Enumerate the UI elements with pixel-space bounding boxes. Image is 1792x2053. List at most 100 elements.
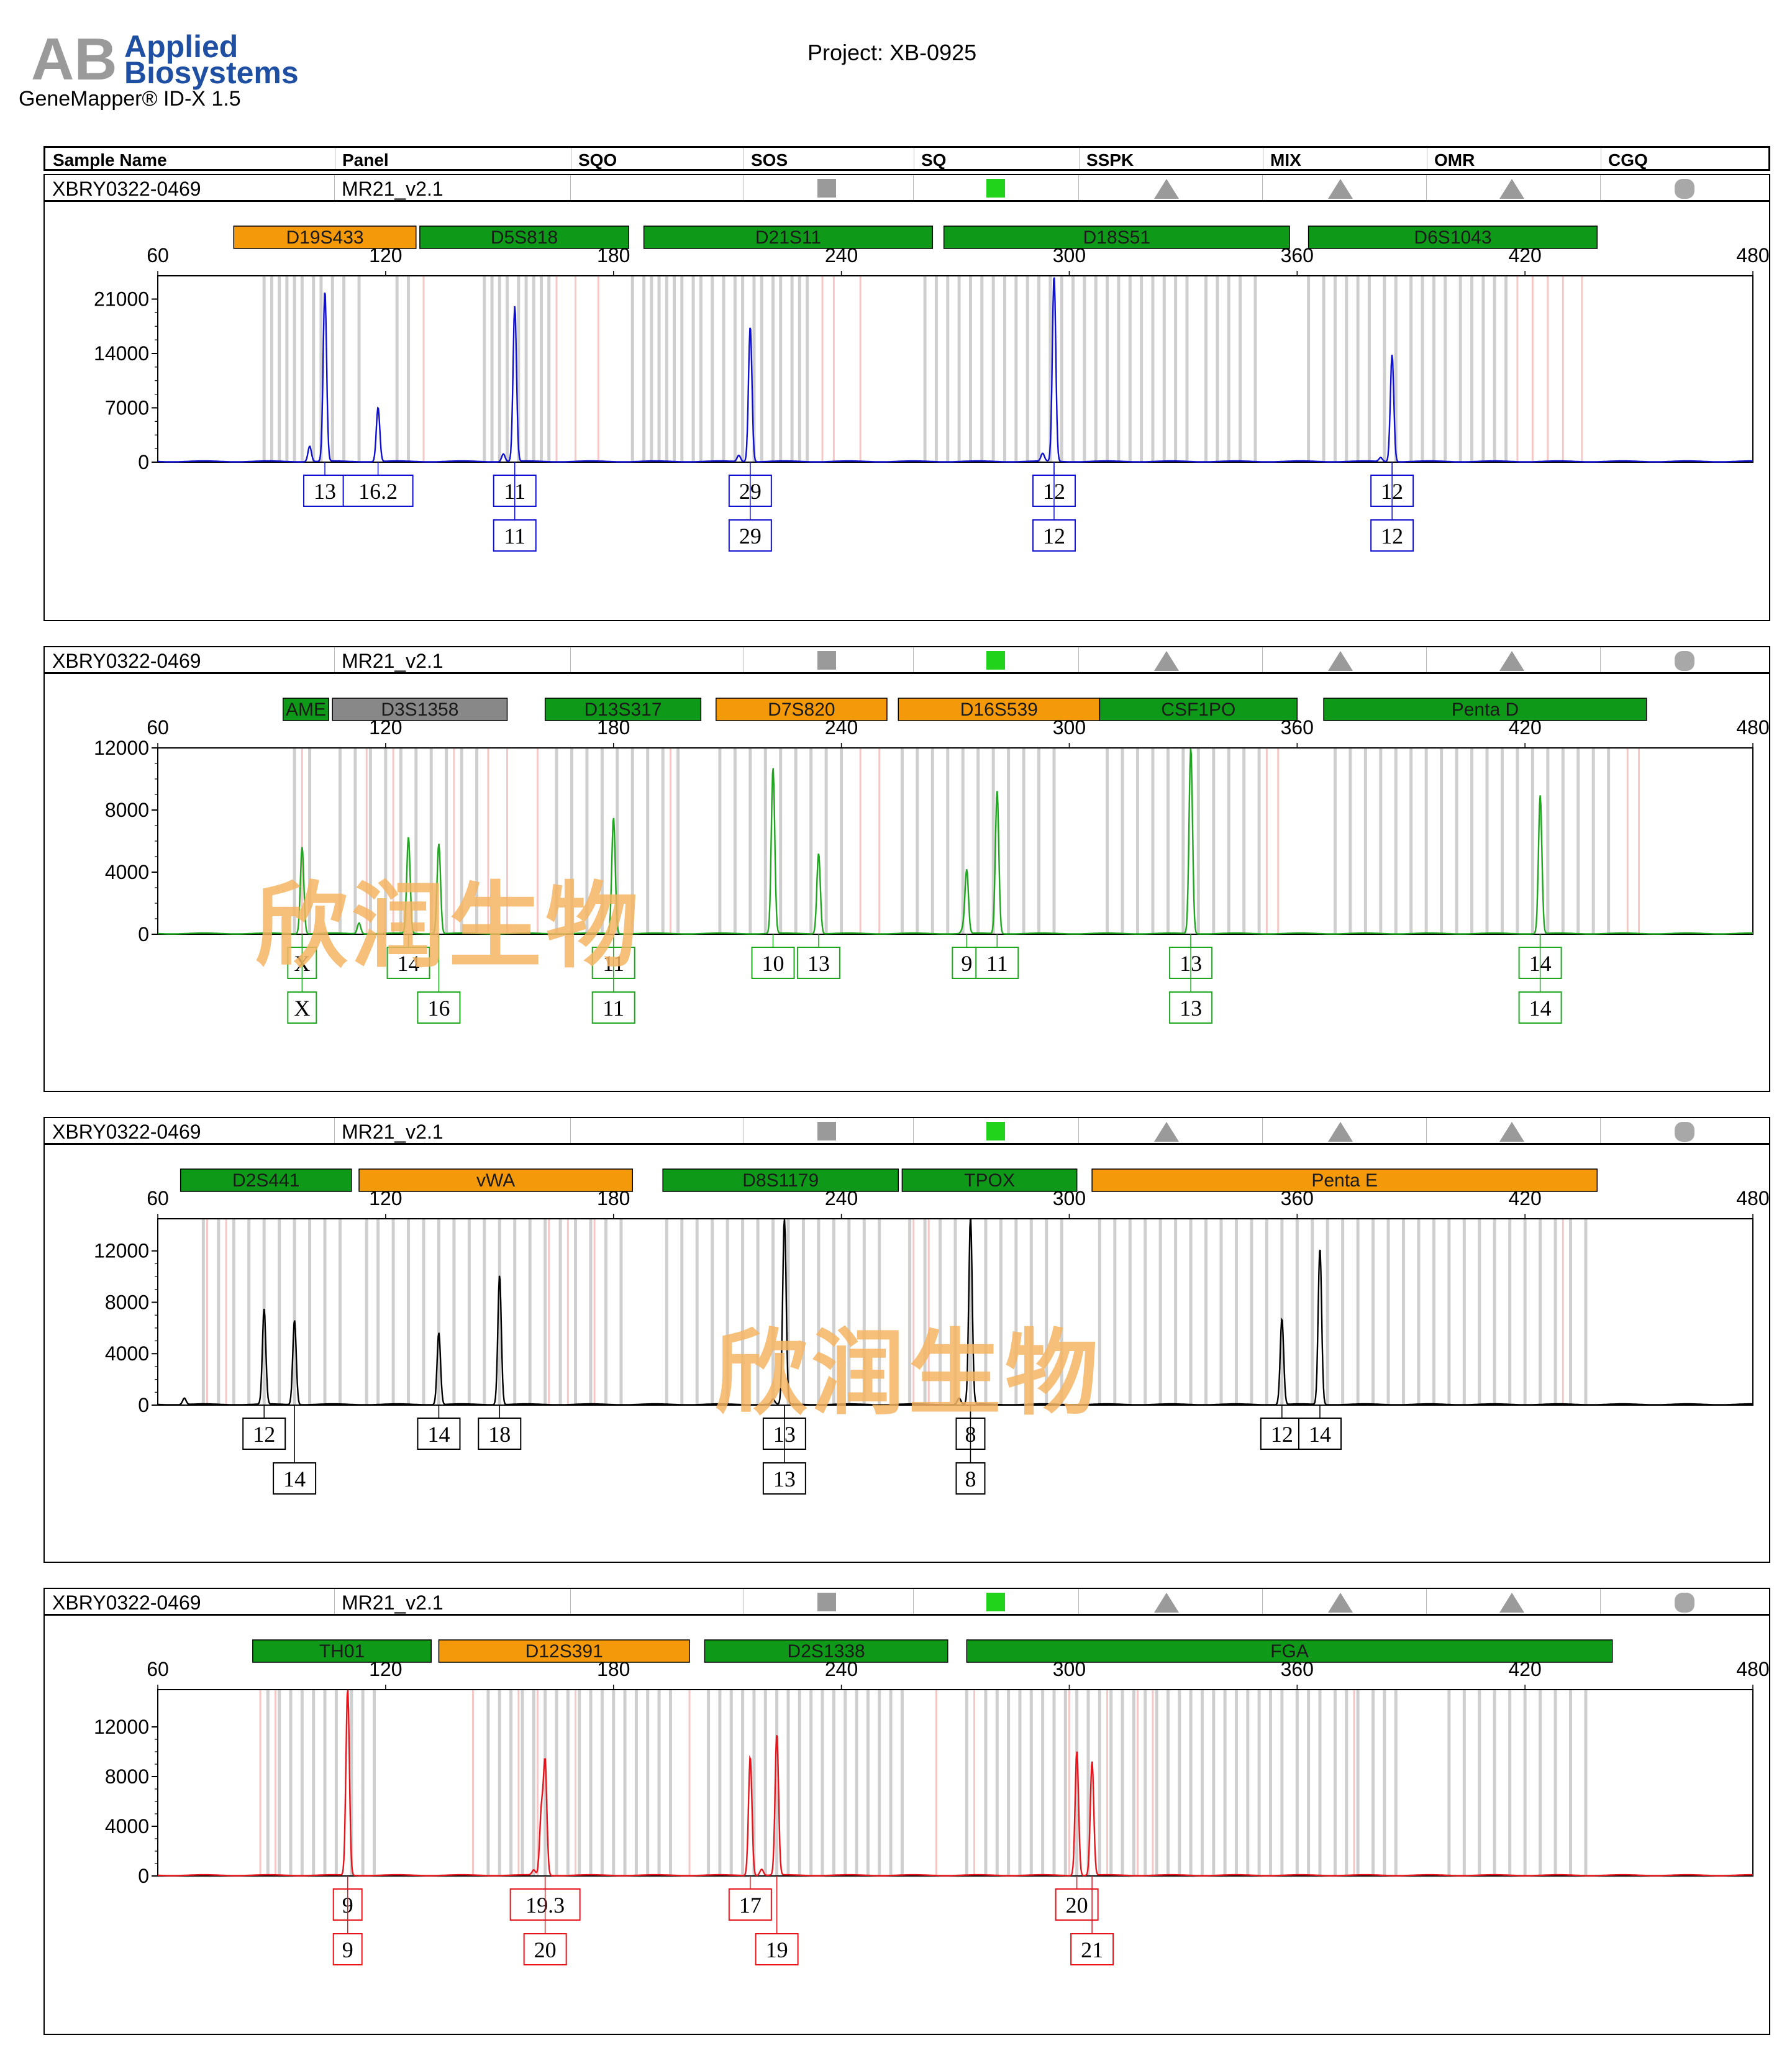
allele-bin (1234, 1219, 1238, 1405)
allele-call[interactable]: 16 (417, 934, 461, 1024)
allele-call[interactable]: 11 (591, 934, 635, 1024)
allele-call[interactable]: 13 (796, 934, 840, 979)
locus-bin[interactable]: D8S1179 (662, 1168, 899, 1192)
allele-bin (1386, 1219, 1390, 1405)
allele-call[interactable]: 13 (1169, 934, 1213, 1024)
omr-triangle-icon (1499, 651, 1524, 671)
allele-bin (1162, 276, 1166, 462)
y-tick-label: 4000 (105, 1815, 149, 1837)
locus-bin[interactable]: D16S539 (898, 698, 1101, 721)
locus-bin[interactable]: D13S317 (544, 698, 702, 721)
watermark-text-1: 欣润生物 (255, 873, 643, 981)
allele-call[interactable]: 12 (242, 1405, 286, 1450)
allele-call[interactable]: 19 (755, 1876, 799, 1965)
allele-bin (407, 276, 411, 462)
allele-call[interactable]: 14 (386, 934, 430, 979)
allele-call[interactable]: 9 (332, 1876, 363, 1965)
col-cgq[interactable]: CGQ (1608, 150, 1648, 170)
locus-bin[interactable]: CSF1PO (1099, 698, 1298, 721)
sspk-triangle-icon (1154, 1593, 1179, 1613)
allele-bin (968, 276, 972, 462)
allele-bin (1493, 1690, 1496, 1876)
col-sq[interactable]: SQ (921, 150, 947, 170)
locus-bin[interactable]: Penta D (1323, 698, 1647, 721)
allele-bin (946, 276, 950, 462)
locus-bin[interactable]: D2S1338 (704, 1639, 948, 1663)
locus-bin[interactable]: D3S1358 (332, 698, 508, 721)
omr-triangle-icon (1499, 179, 1524, 199)
allele-call[interactable]: 14 (417, 1405, 461, 1450)
allele-call[interactable]: 21 (1070, 1876, 1114, 1965)
col-omr[interactable]: OMR (1434, 150, 1475, 170)
sample-row[interactable]: XBRY0322-0469 MR21_v2.1 (45, 175, 1769, 202)
locus-bin[interactable]: TH01 (252, 1639, 432, 1663)
col-sqo[interactable]: SQO (578, 150, 617, 170)
allele-call[interactable]: 18 (478, 1405, 522, 1450)
col-sos[interactable]: SOS (751, 150, 788, 170)
sample-row[interactable]: XBRY0322-0469 MR21_v2.1 (45, 1118, 1769, 1145)
sq-green-square-icon (986, 1593, 1005, 1611)
allele-bin-virtual (575, 1690, 577, 1876)
allele-call[interactable]: 11 (493, 462, 537, 552)
sample-name: XBRY0322-0469 (52, 1121, 201, 1143)
allele-call[interactable]: 14 (1518, 934, 1562, 1024)
allele-call[interactable]: 13 (762, 1405, 806, 1495)
allele-call[interactable]: 14 (1298, 1405, 1342, 1450)
sample-row[interactable]: XBRY0322-0469 MR21_v2.1 (45, 1589, 1769, 1616)
allele-call[interactable]: 10 (751, 934, 795, 979)
locus-bin[interactable]: D12S391 (438, 1639, 690, 1663)
col-mix[interactable]: MIX (1270, 150, 1301, 170)
allele-call[interactable]: 14 (273, 1405, 317, 1495)
allele-bin (330, 276, 334, 462)
allele-call[interactable]: 12 (1370, 462, 1414, 552)
sample-name: XBRY0322-0469 (52, 650, 201, 672)
locus-bin[interactable]: D7S820 (716, 698, 888, 721)
allele-call[interactable]: 17 (728, 1876, 772, 1921)
allele-call-label: 17 (739, 1893, 762, 1918)
allele-call[interactable]: 20 (523, 1876, 567, 1965)
col-sspk[interactable]: SSPK (1086, 150, 1134, 170)
allele-bin (1086, 1690, 1090, 1876)
locus-bin[interactable]: D18S51 (943, 225, 1290, 249)
allele-call[interactable]: 12 (1032, 462, 1076, 552)
locus-bin[interactable]: Penta E (1091, 1168, 1598, 1192)
allele-call-box (728, 519, 772, 552)
allele-bin (786, 1690, 790, 1876)
allele-call[interactable]: 20 (1055, 1876, 1099, 1921)
allele-bin (665, 1219, 668, 1405)
allele-call-label: 11 (504, 524, 525, 549)
locus-bin[interactable]: D6S1043 (1308, 225, 1598, 249)
allele-call[interactable]: 12 (1260, 1405, 1304, 1450)
allele-call[interactable]: 11 (975, 934, 1019, 979)
locus-bin[interactable]: D21S11 (643, 225, 934, 249)
col-panel[interactable]: Panel (342, 150, 389, 170)
allele-bin (729, 1690, 733, 1876)
locus-bin[interactable]: D5S818 (419, 225, 629, 249)
allele-call[interactable]: 16.2 (342, 462, 414, 507)
allele-bin (490, 276, 494, 462)
allele-bin (578, 1690, 581, 1876)
allele-bin (483, 1219, 486, 1405)
locus-bin[interactable]: vWA (358, 1168, 634, 1192)
allele-bin (771, 1219, 775, 1405)
allele-bin (1417, 1219, 1421, 1405)
allele-bin (771, 276, 775, 462)
x-tick-label: 420 (1508, 1187, 1541, 1209)
locus-bin[interactable]: FGA (966, 1639, 1613, 1663)
allele-bin (483, 276, 486, 462)
sample-row[interactable]: XBRY0322-0469 MR21_v2.1 (45, 647, 1769, 674)
allele-call[interactable]: 13 (303, 462, 347, 507)
locus-bin[interactable]: AME (283, 698, 329, 721)
allele-call-box (493, 519, 537, 552)
allele-call-label: 21 (1081, 1937, 1103, 1962)
allele-bin (1280, 1219, 1284, 1405)
sqo-grey-square-icon (817, 1593, 836, 1611)
allele-bin (558, 1219, 562, 1405)
allele-call[interactable]: X (287, 934, 317, 1024)
locus-bin[interactable]: D2S441 (180, 1168, 352, 1192)
col-sample-name[interactable]: Sample Name (53, 150, 167, 170)
locus-bin[interactable]: TPOX (901, 1168, 1078, 1192)
locus-bin[interactable]: D19S433 (233, 225, 417, 249)
allele-call[interactable]: 29 (728, 462, 772, 552)
allele-call[interactable]: 8 (955, 1405, 986, 1495)
